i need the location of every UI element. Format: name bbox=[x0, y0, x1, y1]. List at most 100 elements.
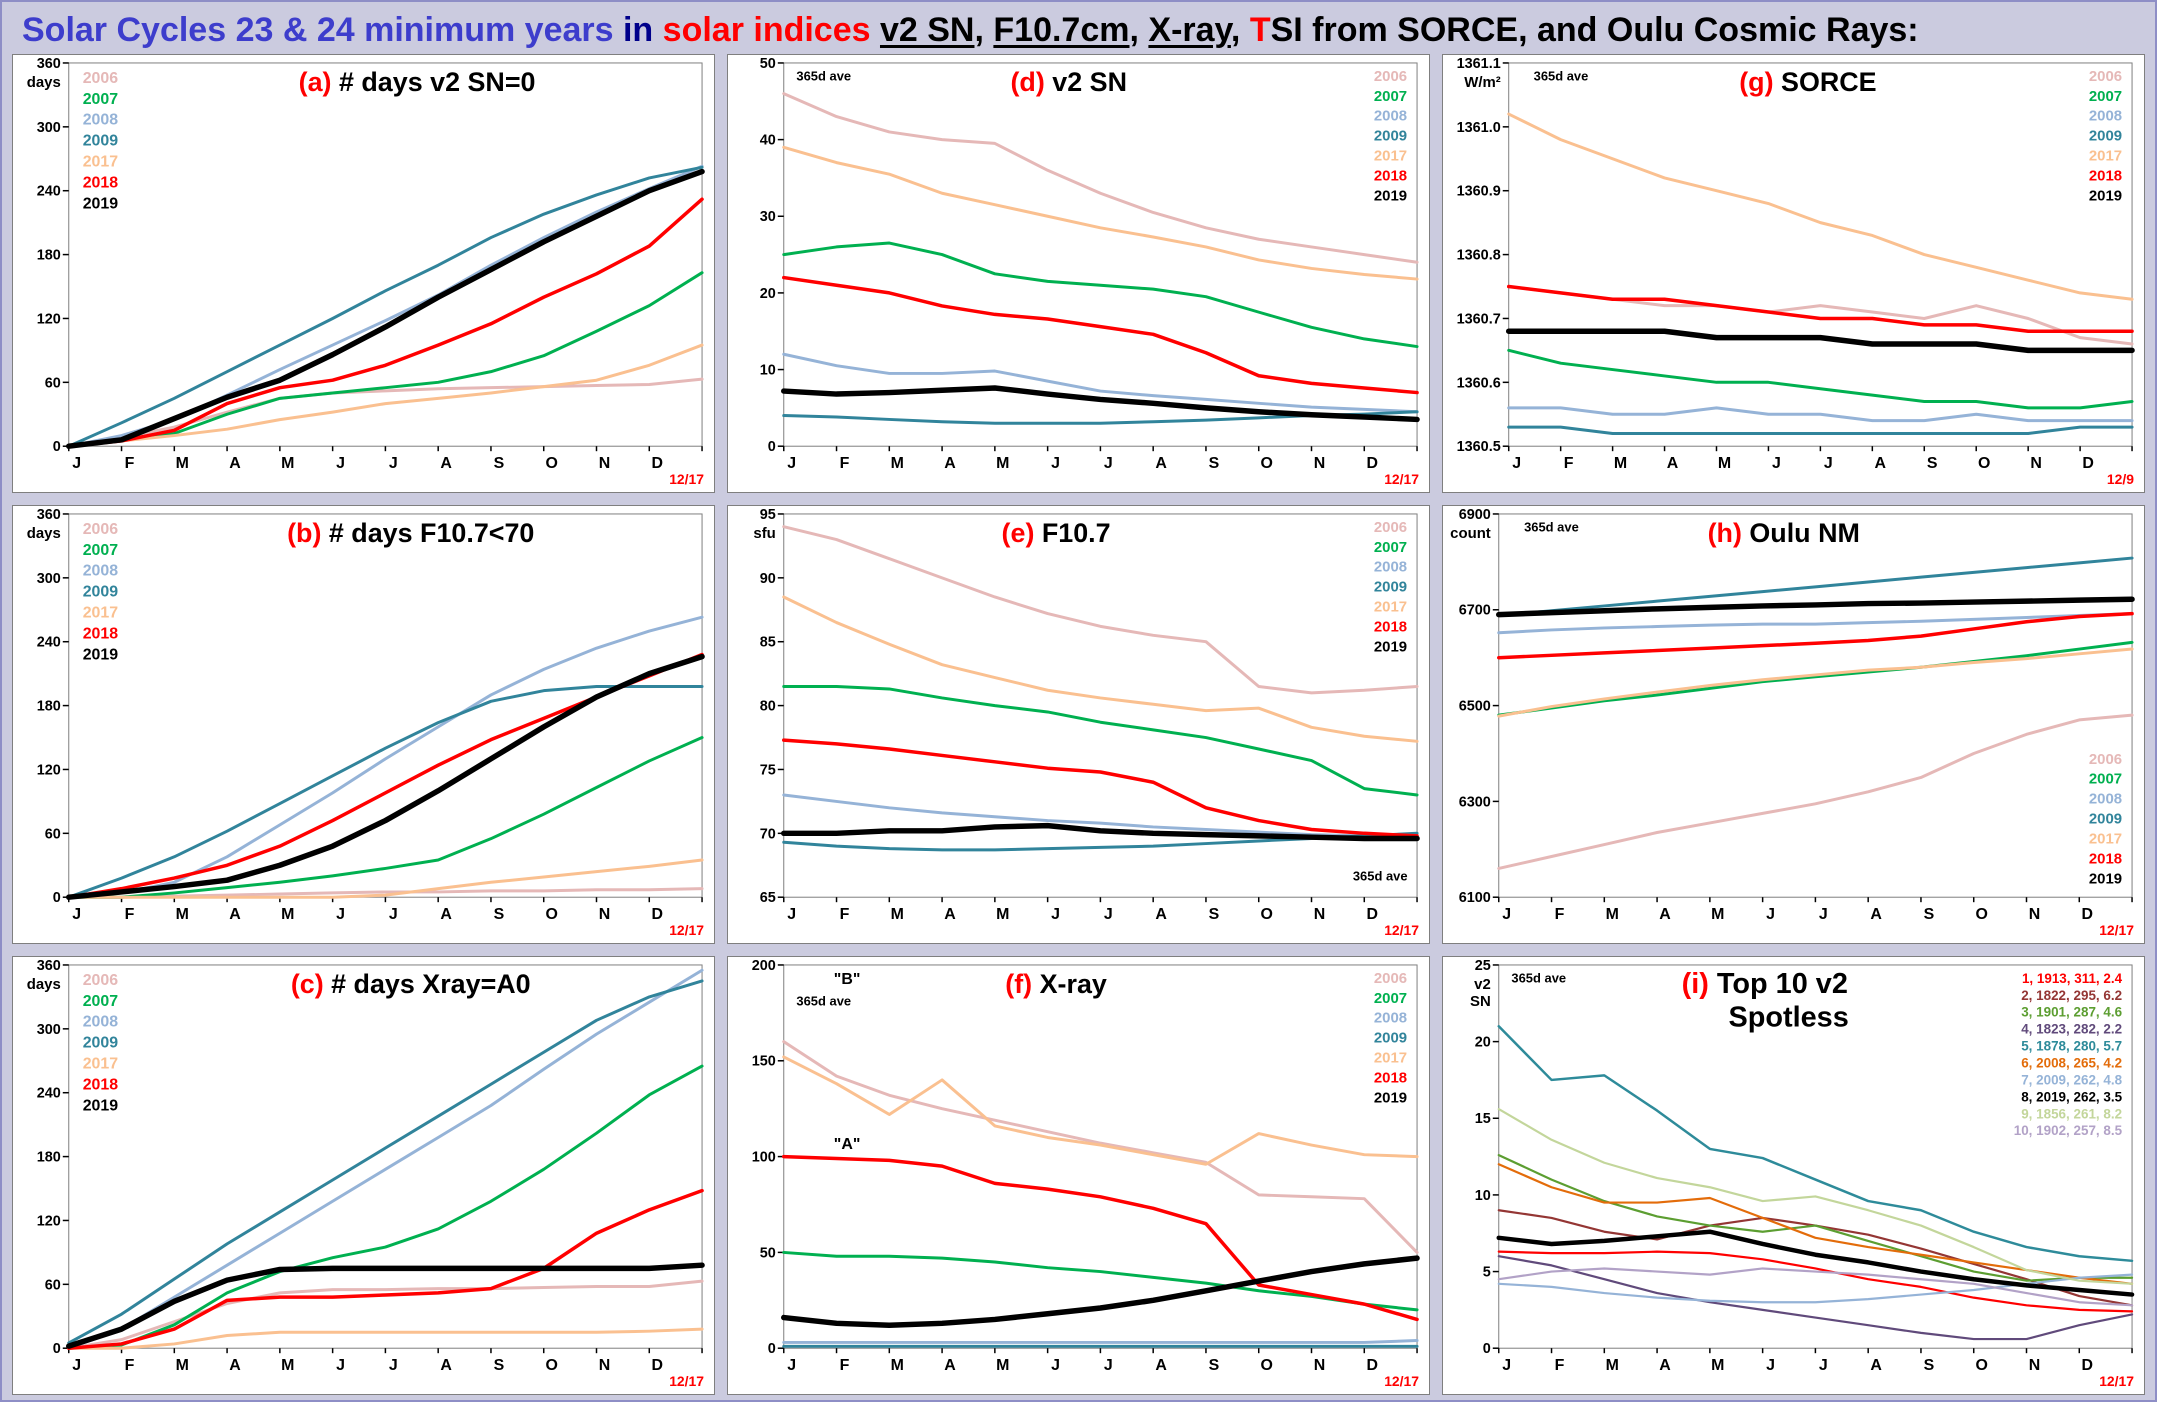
month-label: F bbox=[125, 455, 135, 472]
legend-entry-g: 2007 bbox=[2089, 88, 2122, 105]
y-tick-label: 100 bbox=[752, 1150, 776, 1166]
panel-title-line2-i: Spotless bbox=[1728, 1002, 1848, 1034]
month-label: J bbox=[1819, 1357, 1828, 1374]
series-line-e-2018 bbox=[782, 738, 1419, 838]
series-line-i-2008 bbox=[1497, 1163, 2134, 1285]
month-label: N bbox=[2029, 906, 2041, 923]
panel-title-b: (b) # days F10.7<70 bbox=[287, 518, 534, 548]
y-tick-label: 300 bbox=[37, 571, 61, 587]
plot-area bbox=[68, 513, 703, 898]
legend-entry-f: 2019 bbox=[1374, 1089, 1407, 1106]
series-line-c-2008 bbox=[67, 968, 704, 1350]
legend-entry-h: 2019 bbox=[2089, 870, 2122, 887]
month-label: M bbox=[281, 906, 294, 923]
month-label: J bbox=[336, 1357, 345, 1374]
series-line-b-2019 bbox=[66, 653, 705, 900]
title-segment: X-ray bbox=[1148, 11, 1231, 49]
legend-entry-f: 2009 bbox=[1374, 1030, 1407, 1047]
month-label: J bbox=[72, 906, 81, 923]
series-line-c-2019 bbox=[66, 1262, 705, 1349]
month-label: M bbox=[281, 1357, 294, 1374]
legend-entry-a: 2008 bbox=[83, 112, 119, 129]
month-label: N bbox=[1314, 455, 1326, 472]
series-line-h-2006 bbox=[1497, 713, 2134, 870]
y-tick-label: 95 bbox=[760, 507, 776, 523]
legend-entry-d: 2019 bbox=[1374, 187, 1407, 204]
panel-title-i: (i) Top 10 v2 bbox=[1682, 968, 1848, 1000]
panel-b: 0 60 120 180 240 300 360 days J F M A M J J A S O N D (b) # … bbox=[12, 505, 715, 944]
series-line-e-2019 bbox=[781, 822, 1420, 842]
month-label: N bbox=[599, 906, 611, 923]
y-tick-label: 0 bbox=[53, 890, 61, 906]
legend-entry-h: 2018 bbox=[2089, 850, 2122, 867]
panel-f: 0 50 100 150 200 J F M A M J J A S O N D (f) X-ray 2006 200… bbox=[727, 956, 1430, 1395]
y-tick-label: 180 bbox=[37, 699, 61, 715]
series-line-f-2008 bbox=[782, 1339, 1419, 1344]
legend-entry-e: 2009 bbox=[1374, 579, 1407, 596]
series-line-i-1856 bbox=[1497, 1108, 2134, 1285]
legend-entry-g: 2019 bbox=[2089, 187, 2122, 204]
month-label: M bbox=[176, 1357, 189, 1374]
month-label: A bbox=[944, 455, 956, 472]
legend-entry-i: 6, 2008, 265, 4.2 bbox=[2021, 1055, 2122, 1070]
legend-entry-i: 3, 1901, 287, 4.6 bbox=[2021, 1005, 2122, 1020]
plot-area bbox=[1498, 513, 2133, 898]
month-label: O bbox=[546, 906, 558, 923]
y-tick-label: 150 bbox=[752, 1054, 776, 1070]
legend-entry-c: 2018 bbox=[83, 1076, 119, 1093]
y-tick-label: 60 bbox=[45, 826, 61, 842]
month-label: J bbox=[389, 906, 398, 923]
month-label: S bbox=[494, 906, 505, 923]
month-label: M bbox=[1614, 455, 1627, 472]
panel-title-c: (c) # days Xray=A0 bbox=[291, 969, 531, 999]
month-label: M bbox=[891, 906, 904, 923]
month-label: F bbox=[1555, 1357, 1565, 1374]
month-label: D bbox=[1366, 906, 1378, 923]
legend-entry-g: 2017 bbox=[2089, 148, 2122, 165]
end-date-label-d: 12/17 bbox=[1384, 471, 1419, 487]
month-label: A bbox=[1659, 1357, 1671, 1374]
series-line-h-2008 bbox=[1497, 612, 2134, 635]
y-tick-label: 240 bbox=[37, 635, 61, 651]
series-line-e-2017 bbox=[782, 595, 1419, 743]
y-tick-label: 40 bbox=[760, 133, 776, 149]
series-line-g-2018 bbox=[1506, 284, 2134, 333]
legend-entry-b: 2006 bbox=[83, 521, 119, 538]
month-label: A bbox=[229, 1357, 241, 1374]
month-label: J bbox=[1819, 906, 1828, 923]
y-tick-label: 0 bbox=[53, 439, 61, 455]
plot-area bbox=[783, 964, 1418, 1349]
series-line-c-2007 bbox=[67, 1064, 704, 1350]
series-line-f-2019 bbox=[781, 1255, 1420, 1328]
chart-f: 0 50 100 150 200 J F M A M J J A S O N D (f) X-ray 2006 200… bbox=[752, 958, 1420, 1389]
series-line-d-2018 bbox=[782, 275, 1419, 395]
month-label: M bbox=[1711, 906, 1724, 923]
month-label: F bbox=[840, 906, 850, 923]
legend-entry-a: 2006 bbox=[83, 70, 119, 87]
y-tick-label: 240 bbox=[37, 184, 61, 200]
month-label: J bbox=[72, 1357, 81, 1374]
legend-entry-i: 9, 1856, 261, 8.2 bbox=[2021, 1106, 2122, 1121]
month-label: A bbox=[229, 906, 241, 923]
legend-entry-f: 2017 bbox=[1374, 1050, 1407, 1067]
end-date-label-a: 12/17 bbox=[669, 471, 704, 487]
legend-entry-g: 2008 bbox=[2089, 108, 2122, 125]
series-line-f-2017 bbox=[782, 1055, 1419, 1166]
end-date-label-h: 12/17 bbox=[2099, 922, 2134, 938]
y-tick-label: 200 bbox=[752, 958, 776, 974]
month-label: N bbox=[599, 455, 611, 472]
legend-entry-i: 5, 1878, 280, 5.7 bbox=[2021, 1039, 2122, 1054]
series-line-h-2017 bbox=[1497, 647, 2134, 718]
y-tick-label: 20 bbox=[1475, 1035, 1491, 1051]
legend-entry-i: 10, 1902, 257, 8.5 bbox=[2014, 1123, 2123, 1138]
y-tick-label: 80 bbox=[760, 699, 776, 715]
y-tick-label: 6500 bbox=[1459, 699, 1491, 715]
y-tick-label: 5 bbox=[1483, 1265, 1491, 1281]
month-label: S bbox=[494, 1357, 505, 1374]
series-line-b-2007 bbox=[67, 736, 704, 899]
legend-entry-a: 2018 bbox=[83, 174, 119, 191]
series-line-a-2006 bbox=[67, 377, 704, 448]
series-line-i-1901 bbox=[1497, 1153, 2134, 1282]
month-label: S bbox=[1209, 1357, 1220, 1374]
month-label: A bbox=[1155, 1357, 1167, 1374]
